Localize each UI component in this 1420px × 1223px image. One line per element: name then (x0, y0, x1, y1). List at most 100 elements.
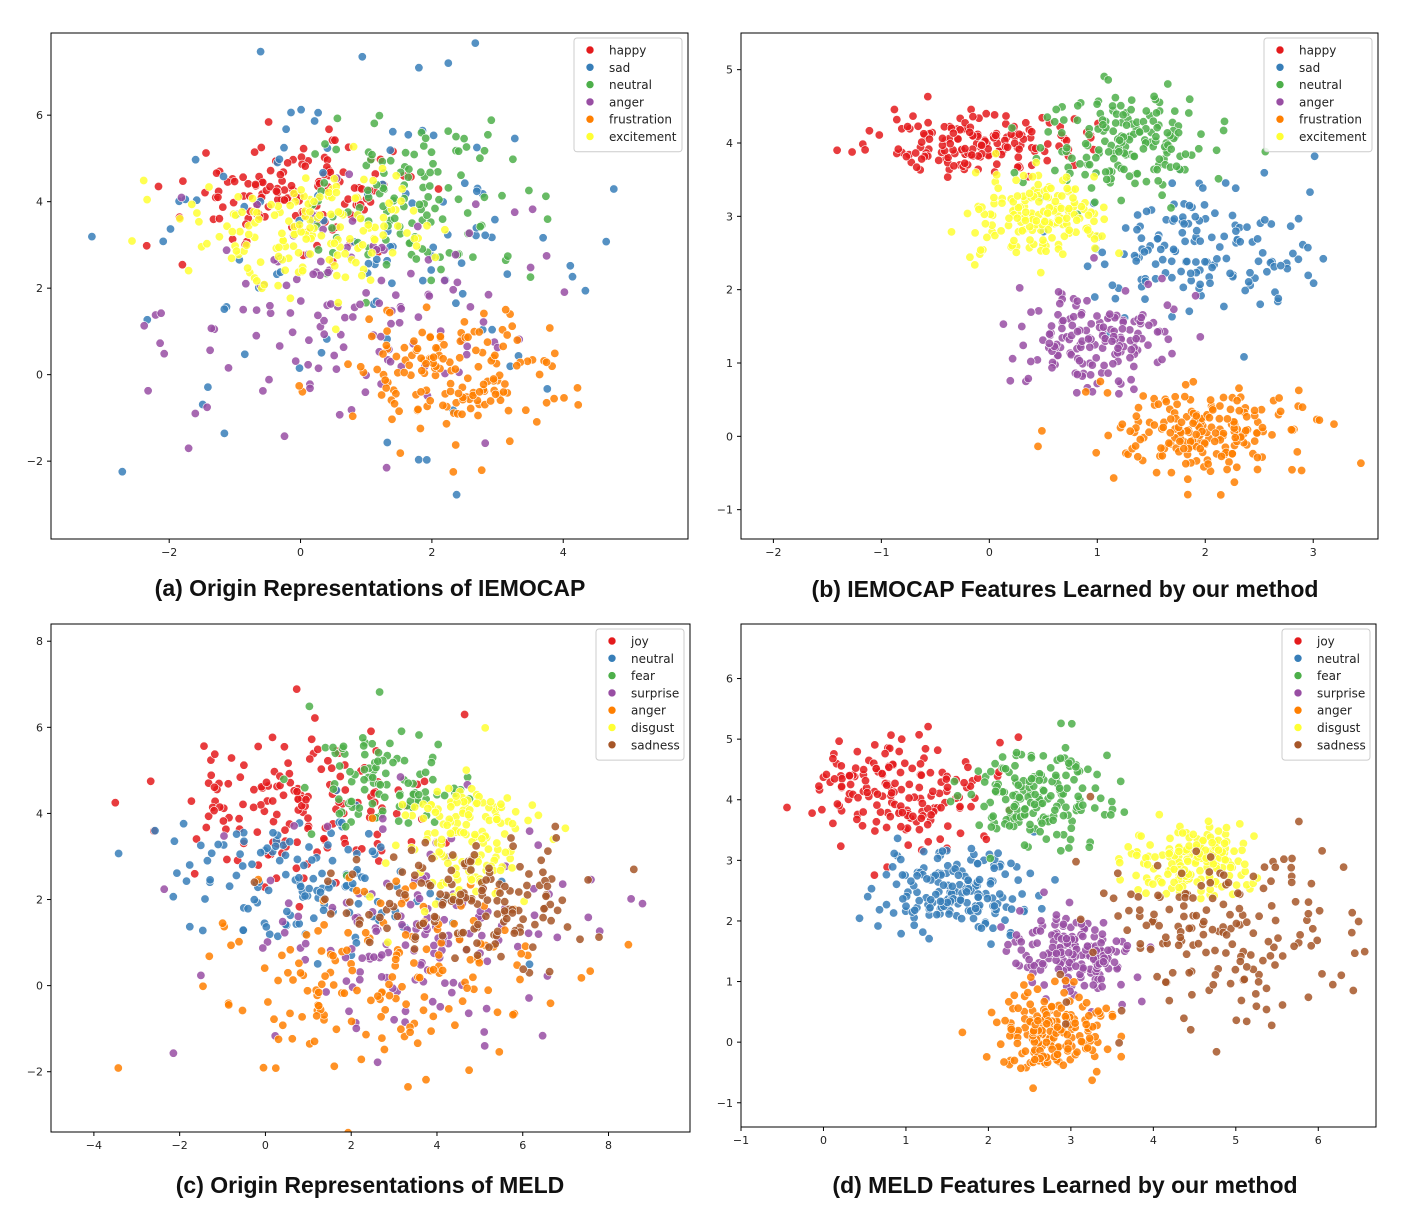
point-anger (1144, 320, 1154, 330)
point-frustration (453, 388, 463, 398)
point-fear (1069, 775, 1079, 785)
point-fear (358, 733, 368, 743)
point-fear (1001, 795, 1011, 805)
point-sadness (1164, 996, 1174, 1006)
point-frustration (425, 396, 435, 406)
point-joy (209, 806, 219, 816)
point-anger (1072, 369, 1082, 379)
point-sad (1253, 256, 1263, 266)
point-sad (387, 278, 397, 288)
point-joy (204, 811, 214, 821)
point-surprise (480, 1041, 490, 1051)
point-joy (192, 834, 202, 844)
point-neutral (430, 204, 440, 214)
point-anger (319, 316, 329, 326)
point-sadness (427, 854, 437, 864)
point-fear (973, 766, 983, 776)
point-sadness (389, 852, 399, 862)
point-disgust (1196, 893, 1206, 903)
point-anger (1085, 342, 1095, 352)
point-excitement (333, 298, 343, 308)
point-sadness (1328, 980, 1338, 990)
point-anger (313, 310, 323, 320)
point-joy (894, 747, 904, 757)
point-surprise (524, 928, 534, 938)
point-sadness (430, 912, 440, 922)
point-surprise (428, 997, 438, 1007)
legend-box (573, 37, 683, 153)
point-neutral (1115, 135, 1125, 145)
point-fear (345, 767, 355, 777)
point-neutral (924, 934, 934, 944)
point-disgust (1214, 845, 1224, 855)
point-neutral (1104, 147, 1114, 157)
point-surprise (1011, 930, 1021, 940)
point-anger (184, 443, 194, 453)
point-anger (483, 290, 493, 300)
point-sadness (375, 912, 385, 922)
point-anger (296, 968, 306, 978)
point-fear (428, 775, 438, 785)
point-surprise (1003, 940, 1013, 950)
point-sadness (250, 877, 260, 887)
point-anger (320, 971, 330, 981)
y-tick-label: 3 (726, 210, 733, 223)
point-frustration (532, 417, 542, 427)
point-sad (418, 276, 428, 286)
point-happy (1001, 111, 1011, 121)
point-sadness (502, 914, 512, 924)
point-fear (421, 767, 431, 777)
point-fear (1039, 786, 1049, 796)
point-frustration (495, 395, 505, 405)
point-joy (186, 796, 196, 806)
point-sadness (410, 870, 420, 880)
point-sadness (1289, 941, 1299, 951)
point-joy (235, 772, 245, 782)
point-frustration (441, 419, 451, 429)
point-neutral (443, 183, 453, 193)
point-neutral (483, 130, 493, 140)
point-anger (1091, 353, 1101, 363)
point-sadness (1347, 908, 1357, 918)
point-fear (388, 758, 398, 768)
point-sad (1207, 232, 1217, 242)
point-excitement (1040, 217, 1050, 227)
point-neutral (1007, 904, 1017, 914)
point-anger (419, 992, 429, 1002)
point-sad (1245, 268, 1255, 278)
point-sad (1179, 219, 1189, 229)
point-disgust (486, 797, 496, 807)
point-frustration (1081, 387, 1091, 397)
legend-marker-sad (1275, 63, 1285, 72)
point-neutral (1141, 177, 1151, 187)
point-surprise (1132, 972, 1142, 982)
point-sadness (500, 897, 510, 907)
point-anger (328, 951, 338, 961)
point-sad (1180, 236, 1190, 246)
point-neutral (896, 855, 906, 865)
point-disgust (467, 875, 477, 885)
point-sadness (385, 881, 395, 891)
point-anger (397, 982, 407, 992)
point-surprise (1111, 936, 1121, 946)
point-sadness (1221, 948, 1231, 958)
point-sad (1225, 268, 1235, 278)
point-neutral (247, 859, 257, 869)
point-anger (1032, 984, 1042, 994)
point-excitement (963, 209, 973, 219)
point-disgust (500, 829, 510, 839)
point-sad (1242, 222, 1252, 232)
point-sad (191, 155, 201, 165)
point-anger (387, 972, 397, 982)
point-surprise (373, 1057, 383, 1067)
point-fear (1073, 791, 1083, 801)
point-sadness (1226, 979, 1236, 989)
point-sad (1258, 248, 1268, 258)
point-sadness (1207, 925, 1217, 935)
x-tick-label: 2 (985, 1134, 992, 1147)
point-joy (882, 780, 892, 790)
point-sadness (364, 910, 374, 920)
point-excitement (184, 266, 194, 276)
point-excitement (1041, 192, 1051, 202)
